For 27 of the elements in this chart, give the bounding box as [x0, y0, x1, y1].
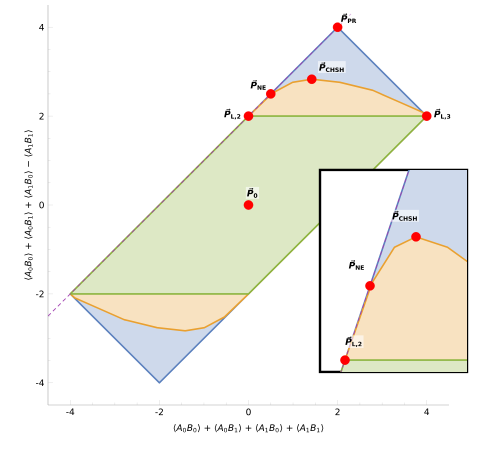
x-tick-label: 4 [424, 408, 430, 416]
series-label: P⃗$_{NE}$ [250, 80, 266, 90]
y-tick-label: 2 [39, 112, 44, 120]
annotation: P⃗$_{CHSH}$ [392, 210, 417, 221]
series-label: P⃗$_{0}$ [247, 188, 258, 198]
text: ⟨A$_{0}$B$_{0}$⟩ + ⟨A$_{0}$B$_{1}$⟩ + ⟨A$_{1}$B$_{0}$⟩ + ⟨A$_{1}$B$_{1}$⟩ [174, 424, 324, 432]
series-label: P⃗$_{CHSH}$ [319, 62, 344, 72]
point [244, 200, 254, 210]
point [332, 22, 342, 32]
x-tick-label: -2 [155, 408, 163, 416]
point [266, 89, 276, 99]
y-tick-label: 0 [39, 202, 44, 208]
y-tick-label: -4 [36, 380, 44, 386]
annotation: P⃗$_{L,2}$ [345, 336, 362, 348]
x-tick-label: 2 [335, 408, 340, 416]
series-label: P⃗$_{PR}$ [340, 13, 356, 24]
point [422, 111, 432, 121]
x-tick-label: 0 [246, 408, 251, 416]
y-tick-label: 4 [39, 24, 44, 30]
x-tick-label: -4 [66, 408, 74, 416]
annotation: P⃗$_{NE}$ [348, 260, 364, 270]
text: ⟨A$_{0}$B$_{0}$⟩ + ⟨A$_{0}$B$_{1}$⟩ + ⟨A$_{1}$B$_{0}$⟩ − ⟨A$_{1}$B$_{1}$⟩ [24, 130, 33, 280]
series-label: P⃗$_{L,2}$ [224, 108, 240, 120]
series-label: P⃗$_{L,3}$ [434, 108, 450, 120]
point [244, 111, 254, 121]
y-tick-label: -2 [36, 290, 44, 298]
point [306, 74, 317, 84]
